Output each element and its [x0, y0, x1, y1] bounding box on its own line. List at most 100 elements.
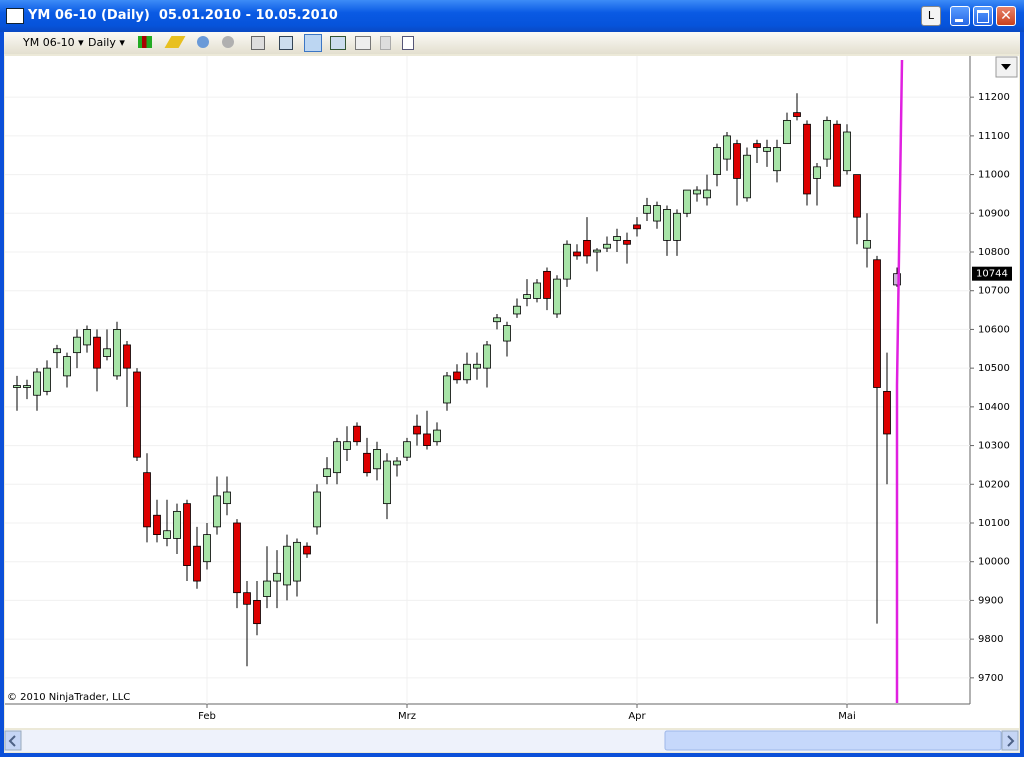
period-selector[interactable]: Daily ▾	[88, 36, 125, 49]
candle-body	[733, 143, 741, 179]
candle-body	[283, 545, 291, 586]
scroll-thumb[interactable]	[664, 730, 1002, 751]
y-tick-label: 10700	[978, 286, 1010, 297]
maximize-button[interactable]	[973, 6, 993, 26]
candle-body	[143, 472, 151, 528]
candle-body	[293, 541, 301, 582]
instrument-selector[interactable]: YM 06-10 ▾	[23, 36, 84, 49]
scroll-left-arrow	[8, 735, 16, 747]
candle-body	[483, 344, 491, 369]
app-icon	[6, 8, 24, 24]
title-bar: YM 06-10 (Daily) 05.01.2010 - 10.05.2010…	[0, 0, 1024, 32]
candle-body	[33, 371, 41, 396]
minimize-button[interactable]	[950, 6, 970, 26]
cursor-button[interactable]	[251, 36, 265, 50]
candle-body	[173, 510, 181, 539]
candle-body	[123, 344, 131, 369]
candle-body	[263, 580, 271, 597]
properties-button[interactable]	[279, 36, 293, 50]
candle-body	[503, 325, 511, 342]
indicator-button[interactable]	[304, 34, 322, 52]
candle-body	[843, 131, 851, 172]
candle-body	[583, 239, 591, 257]
window-button[interactable]	[402, 36, 414, 50]
candle-body	[573, 251, 581, 257]
strategy-button[interactable]	[330, 36, 346, 50]
candle-body	[693, 189, 701, 195]
candle-body	[93, 336, 101, 369]
candle-body	[493, 317, 501, 323]
link-button[interactable]: L	[921, 6, 941, 26]
candle-body	[723, 135, 731, 160]
scroll-right[interactable]	[1001, 730, 1019, 751]
y-tick-label: 10200	[978, 479, 1010, 490]
candle-body	[643, 205, 651, 214]
y-tick-label: 10900	[978, 208, 1010, 219]
candle-body	[603, 243, 611, 249]
last-price-marker	[972, 266, 1012, 281]
panel-menu-arrow	[1001, 64, 1011, 70]
data-box-button[interactable]	[380, 36, 391, 50]
candle-body	[23, 385, 31, 388]
candle-body	[63, 356, 71, 377]
candle-body	[353, 425, 361, 443]
y-tick-label: 9800	[978, 634, 1003, 645]
y-tick-label: 9900	[978, 595, 1003, 606]
zoom-out-button[interactable]	[222, 36, 234, 48]
candle-body	[133, 371, 141, 458]
candle-body	[73, 336, 81, 354]
candle-body	[703, 189, 711, 199]
candle-body	[13, 385, 21, 388]
candle-body	[233, 522, 241, 594]
analyzer-button[interactable]	[355, 36, 371, 50]
candle-body	[193, 545, 201, 582]
candle-body	[683, 189, 691, 214]
candle-body	[563, 243, 571, 280]
scroll-left[interactable]	[4, 730, 22, 751]
candle-body	[473, 363, 481, 369]
candle-body	[513, 305, 521, 315]
candle-body	[203, 534, 211, 563]
y-tick-label: 11000	[978, 170, 1010, 181]
instrument: YM 06-10	[23, 36, 75, 49]
candle-body	[323, 468, 331, 477]
candle-body	[463, 363, 471, 381]
candle-body	[333, 441, 341, 474]
x-tick-label: Feb	[198, 711, 216, 722]
candle-body	[83, 329, 91, 346]
chart-style-button[interactable]	[138, 36, 152, 48]
candle-body	[373, 449, 381, 470]
candle-body	[803, 123, 811, 195]
candle-body	[873, 259, 881, 388]
toolbar: YM 06-10 ▾ Daily ▾	[4, 32, 1020, 54]
candle-body	[213, 495, 221, 528]
zoom-in-button[interactable]	[197, 36, 209, 48]
last-price-label: 10744	[976, 269, 1008, 280]
candle-body	[833, 123, 841, 187]
y-tick-label: 9700	[978, 673, 1003, 684]
candle-body	[553, 278, 561, 315]
candle-body	[523, 294, 531, 299]
candle-body	[713, 147, 721, 175]
candle-body	[43, 367, 51, 392]
candle-body	[823, 119, 831, 160]
candle-body	[613, 236, 621, 241]
candle-body	[223, 491, 231, 505]
scroll-right-arrow	[1007, 735, 1015, 747]
close-button[interactable]: ✕	[996, 6, 1016, 26]
candle-body	[53, 348, 61, 354]
candle-body	[743, 154, 751, 199]
candle-body	[113, 329, 121, 377]
copyright: © 2010 NinjaTrader, LLC	[7, 692, 130, 703]
candle-body	[543, 270, 551, 299]
candle-body	[453, 371, 461, 381]
x-tick-label: Mrz	[398, 711, 416, 722]
drawn-line	[895, 59, 904, 703]
candle-body	[593, 249, 601, 253]
x-axis-panel	[5, 704, 1019, 728]
candle-body	[533, 282, 541, 299]
y-tick-label: 10400	[978, 402, 1010, 413]
candle-body	[883, 390, 891, 435]
candle-body	[183, 503, 191, 566]
